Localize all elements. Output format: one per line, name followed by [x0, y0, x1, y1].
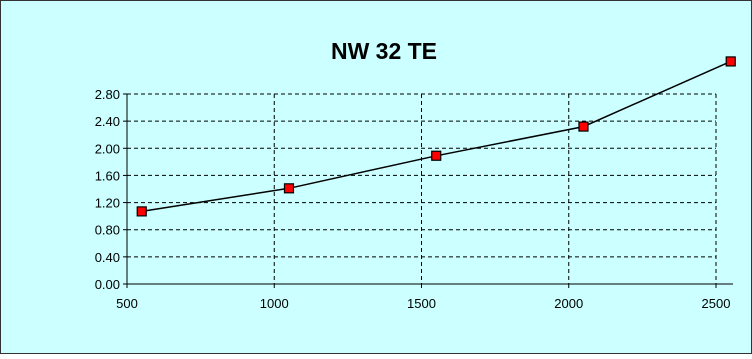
series-layer: [136, 56, 736, 217]
grid-layer: [127, 93, 717, 284]
axis-layer: 0.00 0.40 0.80 1.20 1.60 2.00 2.40 2.80 500 1000 1…: [95, 87, 733, 311]
y-tick-label: 2.00: [95, 141, 120, 156]
y-tick-label: 1.60: [95, 168, 120, 183]
x-tick-label: 500: [116, 296, 138, 311]
data-point-marker: [136, 206, 147, 217]
x-tick-label: 1000: [260, 296, 289, 311]
data-point-marker: [283, 183, 295, 194]
data-point-marker: [578, 121, 589, 132]
y-tick-label: 0.00: [95, 277, 120, 292]
data-point-marker: [725, 56, 736, 67]
x-tick-label: 2000: [554, 296, 583, 311]
y-tick-label: 0.40: [95, 250, 120, 265]
data-point-marker: [431, 150, 442, 161]
y-tick-label: 1.20: [95, 196, 120, 211]
x-tick-label: 2500: [702, 296, 731, 311]
y-tick-label: 2.80: [95, 87, 120, 102]
x-tick-label: 1500: [407, 296, 436, 311]
y-tick-label: 0.80: [95, 223, 120, 238]
chart-title: NW 32 TE: [331, 38, 437, 64]
y-tick-label: 2.40: [95, 114, 120, 129]
